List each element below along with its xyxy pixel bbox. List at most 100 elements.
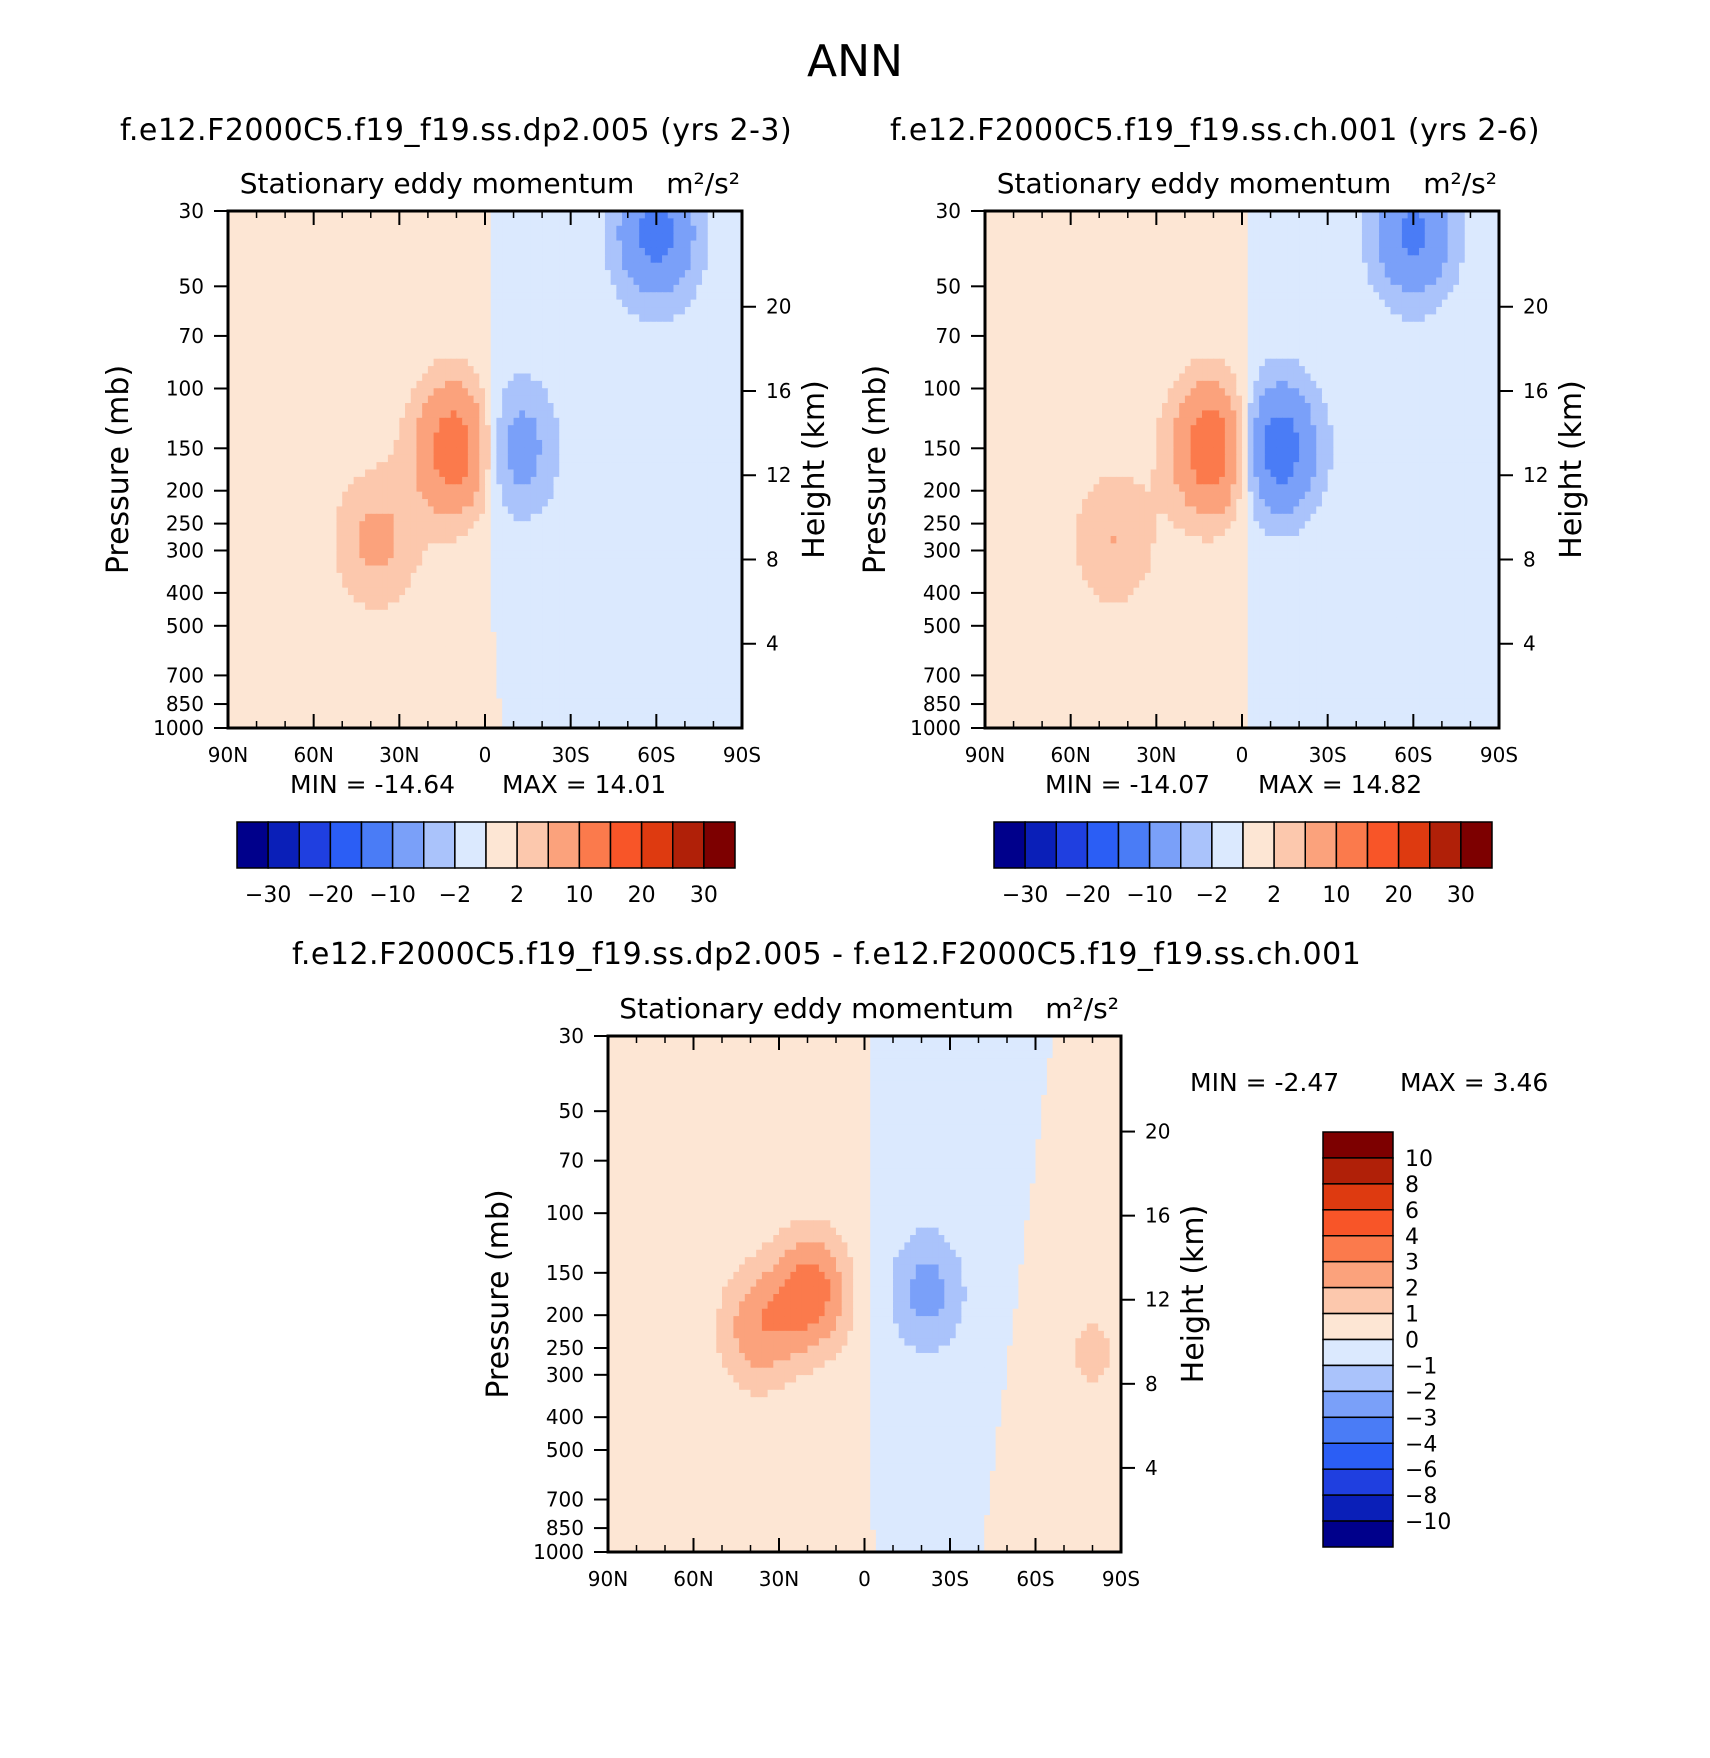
field-cell — [336, 211, 343, 219]
field-cell — [342, 403, 349, 412]
field-cell — [593, 240, 600, 249]
field-cell — [262, 329, 269, 338]
field-cell — [233, 535, 241, 544]
field-cell — [427, 373, 435, 382]
field-cell — [433, 617, 440, 626]
field-cell — [450, 587, 458, 596]
field-cell — [707, 218, 715, 227]
field-cell — [347, 247, 355, 256]
field-cell — [399, 211, 406, 219]
field-cell — [445, 462, 452, 471]
field-cell — [319, 439, 326, 448]
field-cell — [622, 247, 629, 256]
field-cell — [433, 343, 440, 352]
field-cell — [422, 499, 429, 508]
field-cell — [307, 395, 315, 404]
field-cell — [639, 609, 646, 618]
field-cell — [724, 543, 732, 552]
field-cell — [662, 284, 669, 293]
field-cell — [679, 351, 686, 360]
field-cell — [633, 388, 640, 397]
field-cell — [427, 299, 435, 308]
field-cell — [313, 388, 320, 397]
field-cell — [513, 484, 520, 493]
field-cell — [422, 521, 429, 530]
field-cell — [416, 521, 423, 530]
field-cell — [702, 403, 709, 412]
field-cell — [330, 314, 338, 323]
field-cell — [450, 366, 458, 375]
field-cell — [382, 558, 389, 567]
field-cell — [336, 506, 343, 515]
field-cell — [393, 484, 400, 493]
field-cell — [325, 506, 332, 515]
field-cell — [547, 380, 555, 389]
field-cell — [313, 491, 320, 500]
field-cell — [467, 484, 475, 493]
field-cell — [702, 565, 709, 574]
field-cell — [233, 380, 241, 389]
field-cell — [273, 351, 280, 360]
field-cell — [359, 292, 366, 301]
field-cell — [290, 336, 298, 345]
field-cell — [719, 432, 726, 441]
field-cell — [330, 233, 338, 242]
field-cell — [422, 565, 429, 574]
field-cell — [547, 284, 555, 293]
field-cell — [370, 247, 378, 256]
field-cell — [273, 572, 280, 581]
field-cell — [450, 247, 458, 256]
field-cell — [507, 432, 515, 441]
field-cell — [290, 602, 298, 611]
field-cell — [273, 262, 280, 271]
field-cell — [547, 535, 555, 544]
field-cell — [456, 388, 463, 397]
field-cell — [524, 366, 532, 375]
field-cell — [485, 572, 492, 581]
field-cell — [439, 432, 446, 441]
field-cell — [627, 447, 635, 456]
field-cell — [399, 366, 406, 375]
field-cell — [530, 528, 537, 537]
field-cell — [273, 587, 280, 596]
field-cell — [467, 373, 475, 382]
field-cell — [262, 609, 269, 618]
field-cell — [627, 432, 635, 441]
field-cell — [228, 218, 235, 227]
field-cell — [707, 484, 715, 493]
field-cell — [564, 336, 572, 345]
field-cell — [559, 314, 566, 323]
field-cell — [347, 343, 355, 352]
field-cell — [422, 476, 429, 485]
field-cell — [370, 373, 378, 382]
field-cell — [245, 572, 252, 581]
field-cell — [285, 218, 292, 227]
field-cell — [405, 403, 412, 412]
field-cell — [519, 358, 526, 367]
field-cell — [353, 550, 360, 559]
field-cell — [479, 284, 486, 293]
field-cell — [553, 595, 560, 604]
field-cell — [296, 469, 303, 478]
field-cell — [490, 454, 498, 463]
field-cell — [399, 247, 406, 256]
field-cell — [496, 432, 503, 441]
field-cell — [524, 292, 532, 301]
field-cell — [547, 299, 555, 308]
field-cell — [279, 262, 286, 271]
field-cell — [285, 528, 292, 537]
field-cell — [496, 247, 503, 256]
field-cell — [673, 469, 680, 478]
field-cell — [313, 484, 320, 493]
field-cell — [513, 395, 520, 404]
field-cell — [542, 609, 549, 618]
field-cell — [290, 314, 298, 323]
field-cell — [547, 587, 555, 596]
field-cell — [542, 307, 549, 315]
field-cell — [387, 351, 395, 360]
field-cell — [536, 388, 543, 397]
field-cell — [410, 314, 418, 323]
field-cell — [719, 558, 726, 567]
field-cell — [582, 432, 589, 441]
field-cell — [479, 380, 486, 389]
